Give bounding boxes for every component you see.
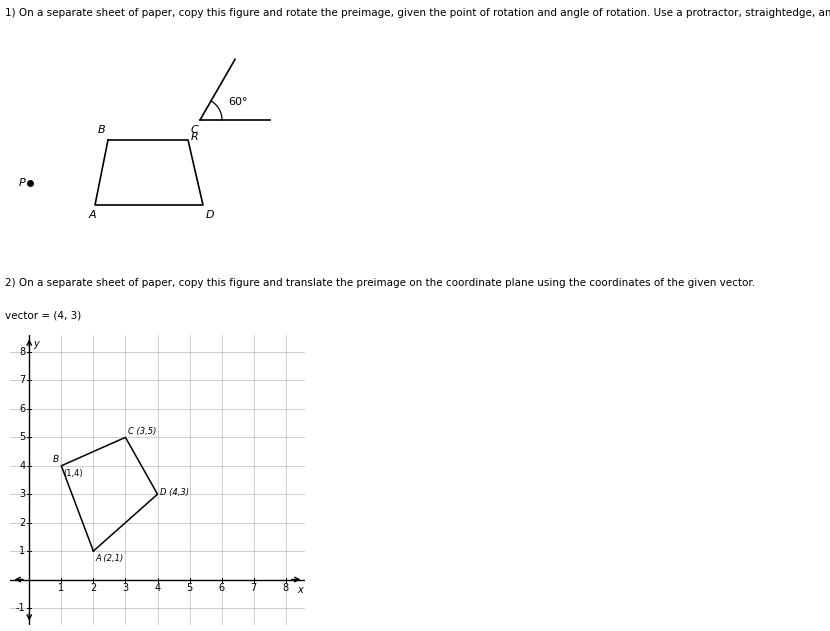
Text: x: x [297, 585, 303, 595]
Text: y: y [33, 339, 39, 350]
Text: C: C [191, 125, 198, 135]
Text: 4: 4 [19, 461, 26, 471]
Text: 1: 1 [19, 546, 26, 556]
Text: vector = (4, 3): vector = (4, 3) [5, 310, 81, 320]
Text: B: B [52, 454, 59, 464]
Text: B: B [97, 125, 105, 135]
Text: 7: 7 [19, 375, 26, 386]
Text: 5: 5 [19, 432, 26, 442]
Text: 60°: 60° [228, 97, 247, 107]
Text: D: D [206, 210, 215, 220]
Text: C (3,5): C (3,5) [128, 427, 156, 436]
Text: (1,4): (1,4) [63, 469, 82, 478]
Text: D (4,3): D (4,3) [160, 488, 189, 497]
Text: 2: 2 [19, 517, 26, 528]
Text: 1: 1 [58, 583, 65, 593]
Text: 3: 3 [19, 489, 26, 499]
Text: 5: 5 [187, 583, 193, 593]
Text: 6: 6 [218, 583, 225, 593]
Text: A (2,1): A (2,1) [95, 555, 123, 563]
Text: -1: -1 [16, 603, 26, 613]
Text: 7: 7 [251, 583, 256, 593]
Text: 2) On a separate sheet of paper, copy this figure and translate the preimage on : 2) On a separate sheet of paper, copy th… [5, 278, 755, 288]
Text: A: A [88, 210, 95, 220]
Text: 6: 6 [19, 404, 26, 414]
Text: 1) On a separate sheet of paper, copy this figure and rotate the preimage, given: 1) On a separate sheet of paper, copy th… [5, 8, 830, 18]
Text: 8: 8 [283, 583, 289, 593]
Text: P: P [18, 178, 25, 188]
Text: 3: 3 [122, 583, 129, 593]
Text: 2: 2 [90, 583, 96, 593]
Text: 8: 8 [19, 347, 26, 357]
Text: R: R [191, 132, 199, 142]
Text: 4: 4 [154, 583, 160, 593]
